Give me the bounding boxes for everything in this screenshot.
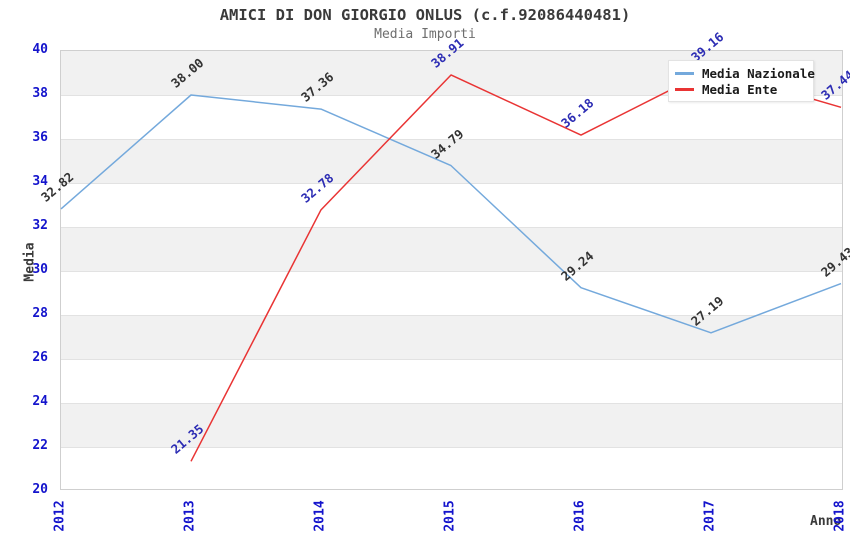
plot-area: 32.82 38.00 37.36 34.79 29.24 27.19 29.43 21.35… xyxy=(38,30,850,490)
chart-lines xyxy=(60,68,842,462)
gridline xyxy=(61,271,842,272)
chart-subtitle: Media Importi xyxy=(374,27,476,42)
x-axis-label: Anno xyxy=(810,514,842,529)
gridline xyxy=(61,359,842,360)
x-tick-label: 2015 xyxy=(442,500,458,532)
media-ente-line xyxy=(190,68,842,462)
gridline xyxy=(61,403,842,404)
y-tick-label: 36 xyxy=(32,130,48,145)
chart-title: AMICI DI DON GIORGIO ONLUS (c.f.92086440… xyxy=(219,6,631,24)
y-tick-label: 32 xyxy=(32,218,48,233)
legend-item-media-ente: Media Ente xyxy=(675,81,807,97)
x-tick-label: 2013 xyxy=(182,500,198,532)
y-tick-label: 34 xyxy=(32,174,48,189)
y-tick-label: 22 xyxy=(32,438,48,453)
gridline xyxy=(61,183,842,184)
y-tick-label: 38 xyxy=(32,86,48,101)
gridline xyxy=(61,95,842,96)
y-tick-label: 20 xyxy=(32,482,48,497)
legend-label-media-ente: Media Ente xyxy=(702,81,778,97)
y-tick-label: 26 xyxy=(32,350,48,365)
x-tick-label: 2018 xyxy=(832,500,848,532)
y-tick-label: 40 xyxy=(32,42,48,57)
gridline xyxy=(61,315,842,316)
x-tick-label: 2012 xyxy=(52,500,68,532)
media-nazionale-line-swatch xyxy=(675,71,694,75)
legend-item-media-nazionale: Media Nazionale xyxy=(675,65,815,81)
legend-label-media-nazionale: Media Nazionale xyxy=(702,65,815,81)
x-tick-label: 2017 xyxy=(702,500,718,532)
y-tick-label: 24 xyxy=(32,394,48,409)
x-tick-label: 2014 xyxy=(312,500,328,532)
y-tick-label: 30 xyxy=(32,262,48,277)
gridline xyxy=(61,139,842,140)
y-tick-label: 28 xyxy=(32,306,48,321)
gridline xyxy=(61,227,842,228)
media-ente-line-swatch xyxy=(675,87,694,91)
legend: Media Nazionale Media Ente xyxy=(668,60,815,102)
gridline xyxy=(61,447,842,448)
x-tick-label: 2016 xyxy=(572,500,588,532)
media-nazionale-line xyxy=(60,94,842,334)
